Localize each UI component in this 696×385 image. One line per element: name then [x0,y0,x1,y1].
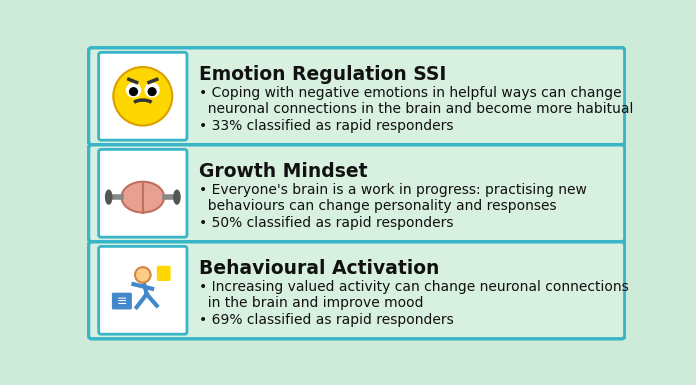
Text: ≡: ≡ [117,295,127,308]
FancyBboxPatch shape [99,149,187,237]
Ellipse shape [122,182,164,213]
FancyBboxPatch shape [88,242,625,339]
Text: • 33% classified as rapid responders: • 33% classified as rapid responders [198,119,453,132]
Ellipse shape [106,190,112,204]
Circle shape [145,83,159,97]
Text: • 69% classified as rapid responders: • 69% classified as rapid responders [198,313,453,326]
FancyBboxPatch shape [157,266,170,280]
Text: Emotion Regulation SSI: Emotion Regulation SSI [198,65,446,84]
Text: Growth Mindset: Growth Mindset [198,162,367,181]
FancyBboxPatch shape [99,52,187,140]
Circle shape [127,83,141,97]
FancyBboxPatch shape [88,145,625,242]
Ellipse shape [174,190,180,204]
Text: • 50% classified as rapid responders: • 50% classified as rapid responders [198,216,453,229]
FancyBboxPatch shape [88,48,625,145]
Circle shape [148,88,156,95]
Text: • Coping with negative emotions in helpful ways can change
  neuronal connection: • Coping with negative emotions in helpf… [198,86,633,116]
Text: • Everyone's brain is a work in progress: practising new
  behaviours can change: • Everyone's brain is a work in progress… [198,183,587,213]
FancyBboxPatch shape [99,246,187,334]
Text: • Increasing valued activity can change neuronal connections
  in the brain and : • Increasing valued activity can change … [198,280,628,310]
Circle shape [113,67,172,126]
Text: Behavioural Activation: Behavioural Activation [198,259,439,278]
Circle shape [135,267,150,283]
Circle shape [129,88,137,95]
FancyBboxPatch shape [113,293,131,309]
